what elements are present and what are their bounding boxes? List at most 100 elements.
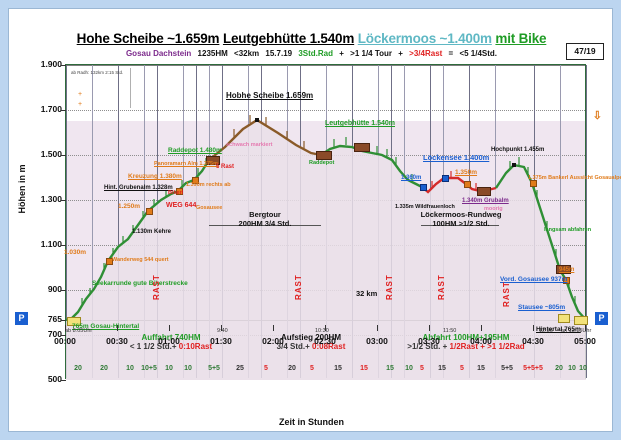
span-label-loeckermoos: Löckermoos-Rundweg 100HM >1/2 Std. (411, 210, 511, 229)
span-label-loeckermoos-sub: 100HM >1/2 Std. (432, 219, 490, 229)
xtick-mark (273, 325, 274, 331)
xtick-label: 00:30 (106, 336, 128, 346)
annotation-5-rast: 5 Rast (216, 164, 235, 170)
direction-arrow-icon: ⇩ (592, 110, 602, 122)
xtick-mark (481, 325, 482, 331)
clock-note: 10:30 (315, 328, 329, 334)
xtick-mark (429, 325, 430, 331)
xtick-label: 02:30 (314, 336, 336, 346)
annotation-hintertal: Hintertal 765m (536, 326, 581, 333)
subtitle-plus-1: + (339, 49, 344, 58)
ytick-mark (61, 200, 66, 201)
annotation-vord-gosausee: Vord. Gosausee 937m (500, 276, 568, 283)
waypoint-marker-1030 (106, 258, 113, 265)
span-label-bergtour: Bergtour 200HM 3/4 Std. (209, 210, 321, 229)
hut-marker-hintertal-2 (558, 314, 570, 323)
subtitle-region: Gosau Dachstein (125, 49, 192, 58)
summary-auffahrt: Auffahrt 740HM < 1 1/2 Std.+ 0:10Rast (96, 333, 246, 351)
summary-abfahrt-time: >1/2 Std. + (407, 342, 450, 351)
xtick-mark (533, 325, 534, 331)
segment-number: 10 (126, 365, 134, 372)
plus-mark-1: + (78, 91, 83, 98)
x-axis-label: Zeit in Stunden (279, 417, 344, 427)
ytick-mark (61, 290, 66, 291)
annotation-hochpunkt: Hochpunkt 1.455m (491, 147, 545, 153)
annotation-hohe-scheibe-summit: Hobhe Scheibe 1.659m (226, 91, 314, 100)
y-axis-label: Höhen in m (17, 164, 27, 214)
elevation-profile-plot: ab Radh: 132km 2:15 Std. + + (41, 59, 621, 384)
summary-aufstieg-rast: 0:08Rast (312, 342, 346, 351)
subtitle: Gosau Dachstein 1235HM <32km 15.7.19 3St… (9, 49, 614, 58)
annotation-1390-rechts-ab: 1.390m rechts ab (186, 182, 231, 188)
clock-note: 11:50 (443, 328, 457, 334)
waypoint-marker-loeckensee (442, 175, 449, 182)
xtick-label: 01:30 (210, 336, 232, 346)
summary-auffahrt-time: < 1 1/2 Std.+ (129, 342, 179, 351)
gridline-1900 (66, 65, 585, 66)
plot-shaded-band-lower (66, 65, 585, 121)
summary-abfahrt-rast: 1/2Rast (449, 342, 478, 351)
page-number-badge: 47/19 (566, 43, 604, 60)
segment-number: 5 (460, 365, 464, 372)
gridline-v (66, 65, 67, 378)
annotation-weg-644: WEG 644 (166, 202, 197, 209)
annotation-langsam-abfahren: langsam abfahren (544, 227, 592, 233)
segment-number: 10 (184, 365, 192, 372)
summary-aufstieg: Aufstieg 200HM 3/4 Std.+ 0:08Rast (236, 333, 386, 351)
parking-badge-left: P (15, 312, 28, 325)
subtitle-bike: 3Std.Rad (298, 49, 334, 58)
ytick-1700: 1.700 (40, 104, 62, 114)
waypoint-marker-1250 (146, 208, 153, 215)
segment-number: 10 (579, 365, 587, 372)
xtick-mark (377, 325, 378, 331)
segment-number: 20 (74, 365, 82, 372)
waypoint-marker-1360 (420, 184, 427, 191)
subtitle-tour: >1 1/4 Tour (350, 49, 393, 58)
waypoint-marker-945 (563, 277, 570, 284)
summary-abfahrt-title: Abfahrt 100HM+195HM (422, 333, 510, 342)
xtick-label: 02:00 (262, 336, 284, 346)
annotation-gosau-hintertal: 765m Gosau-Hintertal (72, 323, 140, 330)
clock-note: 12:56 (539, 328, 553, 334)
hut-marker-grubalm (477, 187, 491, 196)
summary-auffahrt-title: Auffahrt 740HM (141, 333, 201, 342)
x-axis: 00:00 00:30 01:00 01:30 02:00 02:30 03:0… (54, 9, 596, 409)
xtick-label: 04:00 (470, 336, 492, 346)
segment-number: 10 (405, 365, 413, 372)
hut-marker-leutgebhuette (354, 143, 370, 152)
annotation-moorig: moorig (484, 206, 503, 212)
parking-badge-right: P (595, 312, 608, 325)
ytick-1500: 1.500 (40, 149, 62, 159)
segment-number: 5 (310, 365, 314, 372)
annotation-kreuzung-1380: Kreuzung 1.380m (128, 173, 182, 180)
annotation-hint-grubenalm: Hint. Grubenalm 1.328m (104, 185, 173, 191)
xtick-label: 05:00 (574, 336, 596, 346)
subtitle-equals: = (448, 49, 454, 58)
waypoint-marker-summit (255, 118, 259, 122)
segment-strip: 20 20 10 10+5 10 10 5+5 25 5 20 5 15 15 … (65, 365, 587, 378)
segment-number: 15 (477, 365, 485, 372)
profile-curves (66, 115, 587, 380)
xtick-label: 00:00 (54, 336, 76, 346)
ytick-mark (61, 65, 66, 66)
ytick-700: 700 (47, 329, 62, 339)
segment-number: 10 (165, 365, 173, 372)
span-label-loeckermoos-title: Löckermoos-Rundweg (420, 210, 502, 219)
annotation-panoramarn-alm: Panoramarn Alm 1.375m (154, 161, 218, 167)
annotation-1360: 1.360m (401, 175, 422, 181)
ytick-1300: 1.300 (40, 194, 62, 204)
subtitle-date: 15.7.19 (265, 49, 293, 58)
xtick-mark (325, 325, 326, 331)
ytick-900: 900 (47, 284, 62, 294)
segment-number: 15 (438, 365, 446, 372)
xtick-mark (585, 325, 586, 331)
waypoint-marker-1350 (464, 181, 471, 188)
segment-number: 20 (555, 365, 563, 372)
segment-number: 20 (288, 365, 296, 372)
segment-number: 5 (420, 365, 424, 372)
segment-number: 15 (334, 365, 342, 372)
xtick-label: 03:00 (366, 336, 388, 346)
title-part-1: Hohe Scheibe ~1.659m (76, 31, 220, 46)
annotation-bikerl: Bikerl (168, 190, 184, 196)
xtick-mark (169, 325, 170, 331)
